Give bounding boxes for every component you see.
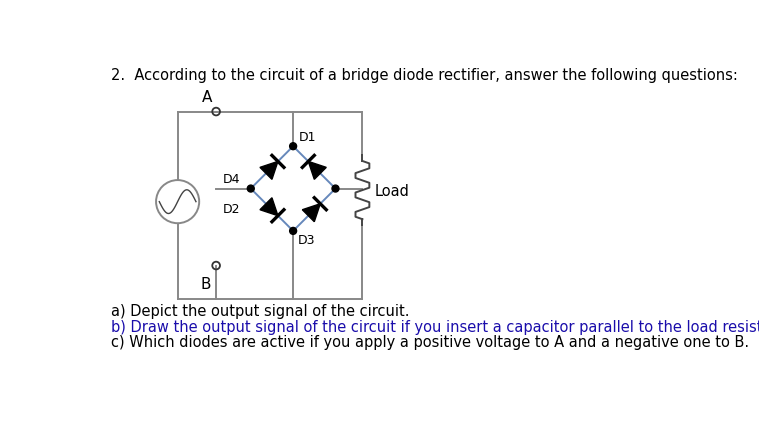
- Text: c) Which diodes are active if you apply a positive voltage to A and a negative o: c) Which diodes are active if you apply …: [111, 334, 749, 349]
- Circle shape: [290, 143, 297, 150]
- Text: D1: D1: [298, 131, 316, 144]
- Text: a) Depict the output signal of the circuit.: a) Depict the output signal of the circu…: [111, 304, 409, 319]
- Text: B: B: [200, 276, 210, 291]
- Polygon shape: [260, 162, 278, 180]
- Polygon shape: [260, 198, 278, 216]
- Text: D3: D3: [298, 233, 315, 247]
- Text: D4: D4: [223, 173, 241, 186]
- Text: b) Draw the output signal of the circuit if you insert a capacitor parallel to t: b) Draw the output signal of the circuit…: [111, 319, 759, 334]
- Text: A: A: [202, 89, 212, 104]
- Polygon shape: [302, 204, 320, 222]
- Text: Load: Load: [375, 183, 410, 198]
- Circle shape: [247, 186, 254, 193]
- Text: D2: D2: [223, 203, 241, 216]
- Text: 2.  According to the circuit of a bridge diode rectifier, answer the following q: 2. According to the circuit of a bridge …: [111, 68, 738, 83]
- Polygon shape: [308, 162, 326, 180]
- Circle shape: [332, 186, 339, 193]
- Circle shape: [290, 228, 297, 235]
